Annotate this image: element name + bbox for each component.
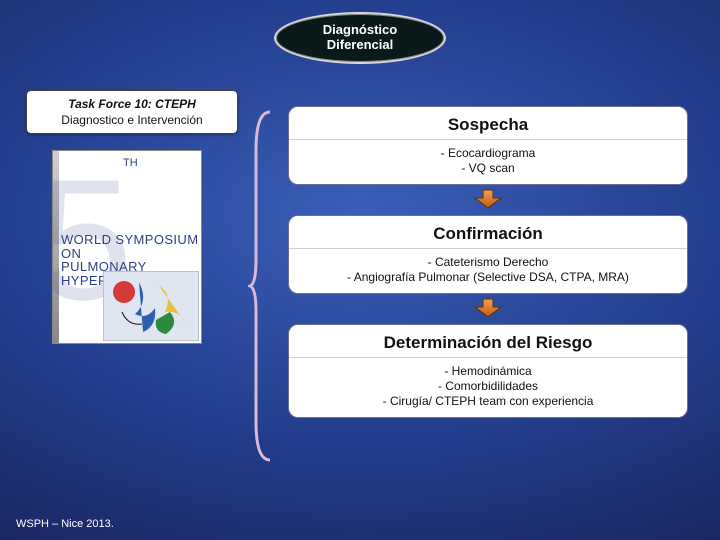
head-riesgo: Determinación del Riesgo bbox=[289, 325, 687, 358]
title-line1: Diagnóstico bbox=[323, 22, 397, 37]
left-box-2-text: Diagnostico e Intervención bbox=[33, 113, 231, 127]
down-arrow-2 bbox=[474, 298, 502, 318]
head-sospecha: Sospecha bbox=[289, 107, 687, 140]
body-sospecha: - Ecocardiograma- VQ scan bbox=[289, 140, 687, 184]
head-confirmacion: Confirmación bbox=[289, 216, 687, 249]
footer-citation: WSPH – Nice 2013. bbox=[16, 518, 114, 530]
slide-root: Diagnóstico Diferencial Task Force 10: C… bbox=[0, 0, 720, 540]
book-th: TH bbox=[123, 157, 138, 169]
title-text: Diagnóstico Diferencial bbox=[323, 23, 397, 53]
block-sospecha: Sospecha - Ecocardiograma- VQ scan bbox=[288, 106, 688, 185]
title-line2: Diferencial bbox=[327, 37, 393, 52]
right-column: Sospecha - Ecocardiograma- VQ scan Confi… bbox=[288, 106, 688, 420]
block-riesgo: Determinación del Riesgo - Hemodinámica-… bbox=[288, 324, 688, 418]
body-confirmacion: - Cateterismo Derecho- Angiografía Pulmo… bbox=[289, 249, 687, 293]
book-line1: WORLD SYMPOSIUM ON bbox=[61, 232, 198, 261]
left-box-1: Task Force 10: CTEPH Diagnostico e Inter… bbox=[26, 90, 238, 134]
curly-brace bbox=[248, 110, 274, 462]
down-arrow-1 bbox=[474, 189, 502, 209]
block-confirmacion: Confirmación - Cateterismo Derecho- Angi… bbox=[288, 215, 688, 294]
title-oval: Diagnóstico Diferencial bbox=[274, 12, 446, 64]
left-column: Task Force 10: CTEPH Diagnostico e Inter… bbox=[26, 90, 238, 344]
book-art bbox=[103, 271, 199, 341]
left-box-1-text: Task Force 10: CTEPH bbox=[33, 97, 231, 111]
book-cover: 5 TH WORLD SYMPOSIUM ON PULMONARY HYPERT… bbox=[52, 150, 202, 344]
body-riesgo: - Hemodinámica- Comorbidilidades- Cirugí… bbox=[289, 358, 687, 417]
matisse-icon bbox=[104, 272, 198, 340]
